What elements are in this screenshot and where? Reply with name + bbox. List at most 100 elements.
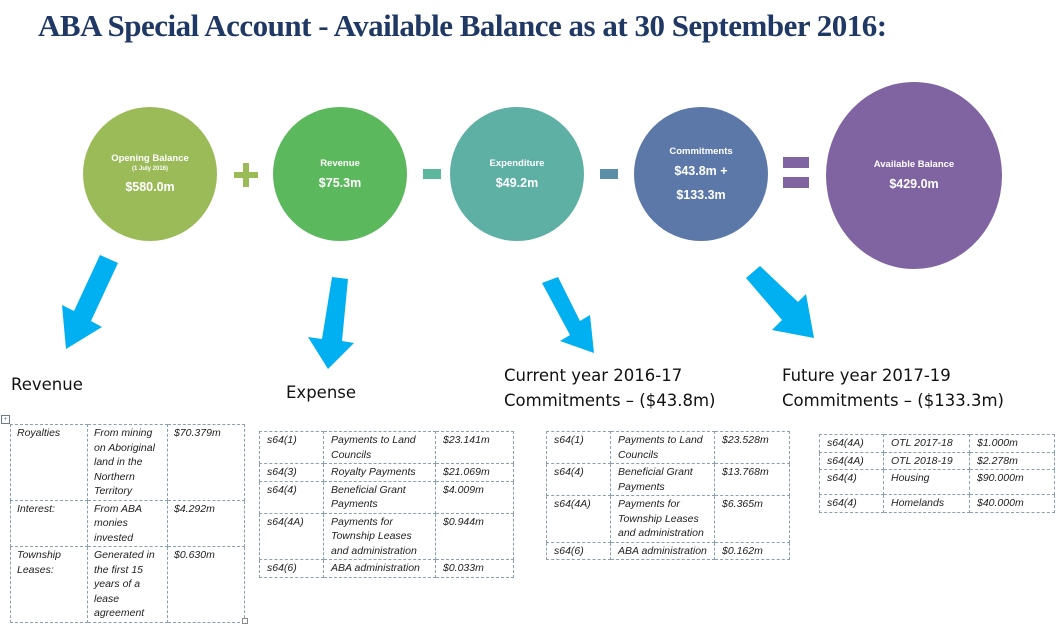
revenue-amount: $4.292m xyxy=(167,499,245,547)
expense-amount: $0.033m xyxy=(435,559,514,578)
expense-section: s64(4A) xyxy=(259,512,324,560)
page-title: ABA Special Account - Available Balance … xyxy=(38,8,887,43)
expenditure-value: $49.2m xyxy=(495,175,539,190)
arrow-down-right-icon xyxy=(746,266,814,338)
table-row: s64(1) Payments to Land Councils $23.141… xyxy=(259,431,514,464)
current-section: s64(6) xyxy=(546,541,611,560)
table-resize-handle[interactable] xyxy=(242,618,248,624)
expense-amount: $23.141m xyxy=(435,431,514,464)
arrow-down-left-icon xyxy=(62,255,118,349)
expenditure-circle: Expenditure $49.2m xyxy=(450,107,584,241)
future-description: Homelands xyxy=(883,494,970,513)
table-row: s64(4A) OTL 2017-18 $1.000m xyxy=(819,434,1055,453)
table-row: s64(4A) OTL 2018-19 $2.278m xyxy=(819,451,1055,470)
current-amount: $0.162m xyxy=(714,541,790,560)
current-section: s64(4) xyxy=(546,463,611,496)
future-section: s64(4) xyxy=(819,469,884,495)
table-row: s64(6) ABA administration $0.033m xyxy=(259,559,514,578)
future-year-title: Future year 2017-19 Commitments – ($133.… xyxy=(782,363,1004,413)
opening-balance-circle: Opening Balance (1 July 2016) $580.0m xyxy=(83,107,217,241)
expense-description: Payments for Township Leases and adminis… xyxy=(323,512,436,560)
expense-section-title: Expense xyxy=(286,383,357,402)
revenue-amount: $0.630m xyxy=(167,546,245,623)
revenue-source: Interest: xyxy=(10,499,88,547)
opening-balance-date: (1 July 2016) xyxy=(131,166,169,172)
revenue-table: Royalties From mining on Aboriginal land… xyxy=(10,424,245,623)
expense-amount: $0.944m xyxy=(435,512,514,560)
expense-description: Payments to Land Councils xyxy=(323,431,436,464)
future-amount: $90.000m xyxy=(969,469,1055,495)
minus-icon xyxy=(600,169,618,179)
revenue-description: From mining on Aboriginal land in the No… xyxy=(87,424,168,501)
current-amount: $13.768m xyxy=(714,463,790,496)
future-commitments-table: s64(4A) OTL 2017-18 $1.000m s64(4A) OTL … xyxy=(819,434,1055,513)
expense-description: Royalty Payments xyxy=(323,463,436,482)
current-amount: $23.528m xyxy=(714,431,790,464)
equals-icon xyxy=(783,157,809,188)
future-description: OTL 2018-19 xyxy=(883,451,970,470)
expense-table: s64(1) Payments to Land Councils $23.141… xyxy=(259,431,514,578)
future-section: s64(4A) xyxy=(819,451,884,470)
table-row: s64(4) Homelands $40.000m xyxy=(819,494,1055,513)
future-section: s64(4A) xyxy=(819,434,884,453)
expense-section: s64(4) xyxy=(259,480,324,514)
future-amount: $2.278m xyxy=(969,451,1055,470)
future-amount: $1.000m xyxy=(969,434,1055,453)
available-balance-value: $429.0m xyxy=(889,177,939,191)
future-section: s64(4) xyxy=(819,494,884,513)
available-balance-label: Available Balance xyxy=(873,159,955,170)
table-row: s64(1) Payments to Land Councils $23.528… xyxy=(546,431,790,464)
revenue-amount: $70.379m xyxy=(167,424,245,501)
available-balance-circle: Available Balance $429.0m xyxy=(826,82,1002,269)
opening-balance-value: $580.0m xyxy=(125,180,175,194)
commitments-label: Commitments xyxy=(669,145,733,157)
commitments-circle: Commitments $43.8m + $133.3m xyxy=(634,107,768,241)
future-description: OTL 2017-18 xyxy=(883,434,970,453)
current-amount: $6.365m xyxy=(714,495,790,543)
current-commitments-table: s64(1) Payments to Land Councils $23.528… xyxy=(546,431,790,560)
current-year-title-line2: Commitments – ($43.8m) xyxy=(504,391,716,410)
future-description: Housing xyxy=(883,469,970,495)
table-row: Royalties From mining on Aboriginal land… xyxy=(10,424,245,501)
plus-icon xyxy=(234,163,258,187)
expense-description: ABA administration xyxy=(323,559,436,578)
current-description: Beneficial Grant Payments xyxy=(610,463,715,496)
expense-section: s64(3) xyxy=(259,463,324,482)
table-row: Interest: From ABA monies invested $4.29… xyxy=(10,499,245,547)
table-row: s64(4) Beneficial Grant Payments $4.009m xyxy=(259,480,514,514)
arrow-down-icon xyxy=(308,277,354,369)
expense-section: s64(1) xyxy=(259,431,324,464)
table-row: s64(4) Housing $90.000m xyxy=(819,469,1055,495)
table-row: s64(6) ABA administration $0.162m xyxy=(546,541,790,560)
arrow-down-right-icon xyxy=(542,277,594,353)
expense-description: Beneficial Grant Payments xyxy=(323,480,436,514)
revenue-section-title: Revenue xyxy=(11,375,83,394)
revenue-description: Generated in the first 15 years of a lea… xyxy=(87,546,168,623)
current-year-title-line1: Current year 2016-17 xyxy=(504,366,683,385)
current-description: ABA administration xyxy=(610,541,715,560)
revenue-source: Township Leases: xyxy=(10,546,88,623)
table-row: s64(4) Beneficial Grant Payments $13.768… xyxy=(546,463,790,496)
current-description: Payments to Land Councils xyxy=(610,431,715,464)
current-section: s64(4A) xyxy=(546,495,611,543)
opening-balance-label: Opening Balance xyxy=(111,153,189,164)
commitments-value-future: $133.3m xyxy=(676,187,726,202)
revenue-circle: Revenue $75.3m xyxy=(273,107,407,241)
revenue-label: Revenue xyxy=(320,157,360,169)
future-amount: $40.000m xyxy=(969,494,1055,513)
future-year-title-line1: Future year 2017-19 xyxy=(782,366,951,385)
revenue-value: $75.3m xyxy=(318,175,362,190)
revenue-description: From ABA monies invested xyxy=(87,499,168,547)
minus-icon xyxy=(423,169,441,179)
expenditure-label: Expenditure xyxy=(489,157,545,169)
future-year-title-line2: Commitments – ($133.3m) xyxy=(782,391,1004,410)
table-move-handle[interactable]: + xyxy=(1,415,10,424)
expense-section: s64(6) xyxy=(259,559,324,578)
table-row: Township Leases: Generated in the first … xyxy=(10,546,245,623)
expense-amount: $21.069m xyxy=(435,463,514,482)
table-row: s64(4A) Payments for Township Leases and… xyxy=(546,495,790,543)
revenue-source: Royalties xyxy=(10,424,88,501)
table-row: s64(3) Royalty Payments $21.069m xyxy=(259,463,514,482)
expense-amount: $4.009m xyxy=(435,480,514,514)
current-description: Payments for Township Leases and adminis… xyxy=(610,495,715,543)
